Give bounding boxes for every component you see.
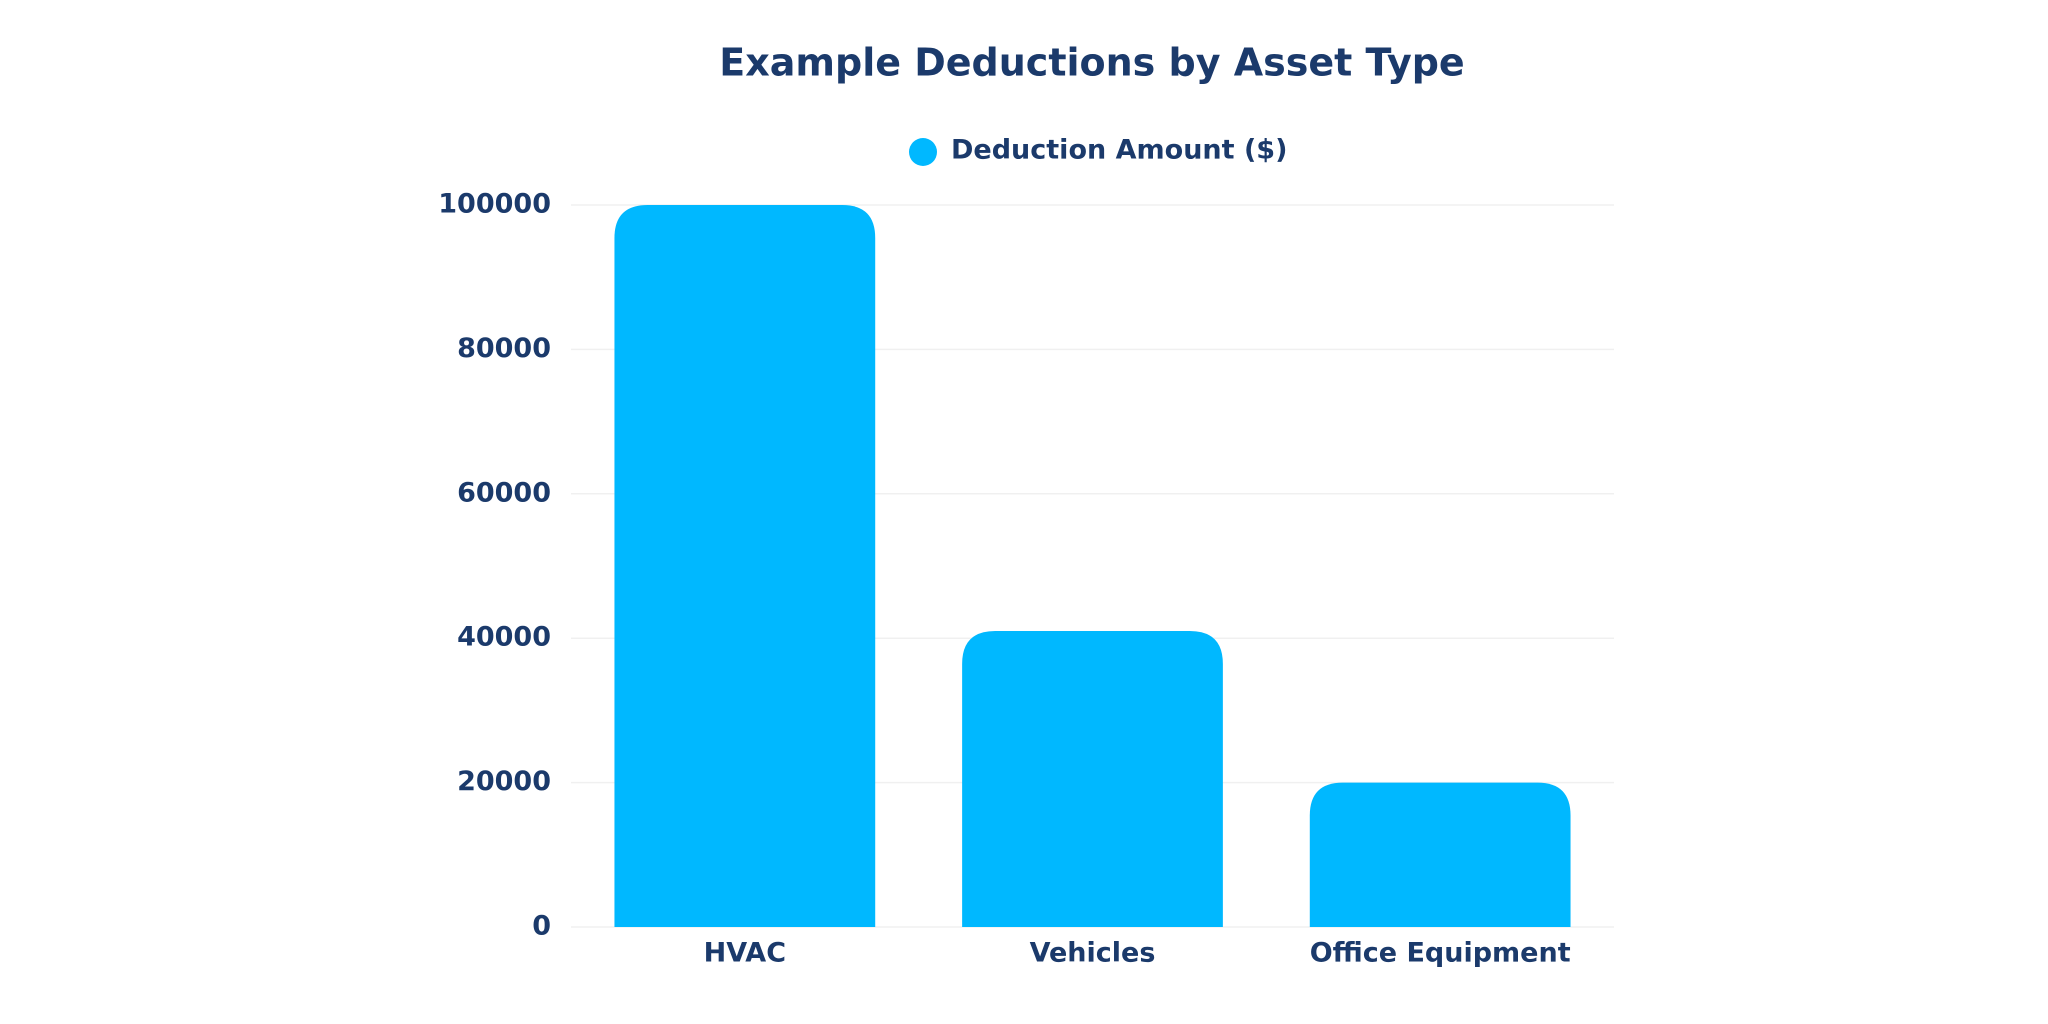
legend-marker bbox=[909, 138, 937, 166]
x-tick-label: Vehicles bbox=[1030, 938, 1156, 969]
y-tick-label: 0 bbox=[532, 911, 551, 942]
y-tick-label: 40000 bbox=[457, 622, 551, 653]
x-tick-label: Office Equipment bbox=[1310, 938, 1571, 969]
bar bbox=[614, 205, 876, 927]
y-tick-label: 80000 bbox=[457, 333, 551, 364]
y-tick-label: 100000 bbox=[438, 189, 551, 220]
x-tick-label: HVAC bbox=[704, 938, 786, 969]
y-tick-label: 60000 bbox=[457, 477, 551, 508]
legend-label: Deduction Amount ($) bbox=[951, 135, 1287, 166]
bar bbox=[1309, 782, 1571, 927]
y-tick-label: 20000 bbox=[457, 766, 551, 797]
bar bbox=[962, 630, 1223, 927]
chart-title: Example Deductions by Asset Type bbox=[719, 41, 1464, 85]
